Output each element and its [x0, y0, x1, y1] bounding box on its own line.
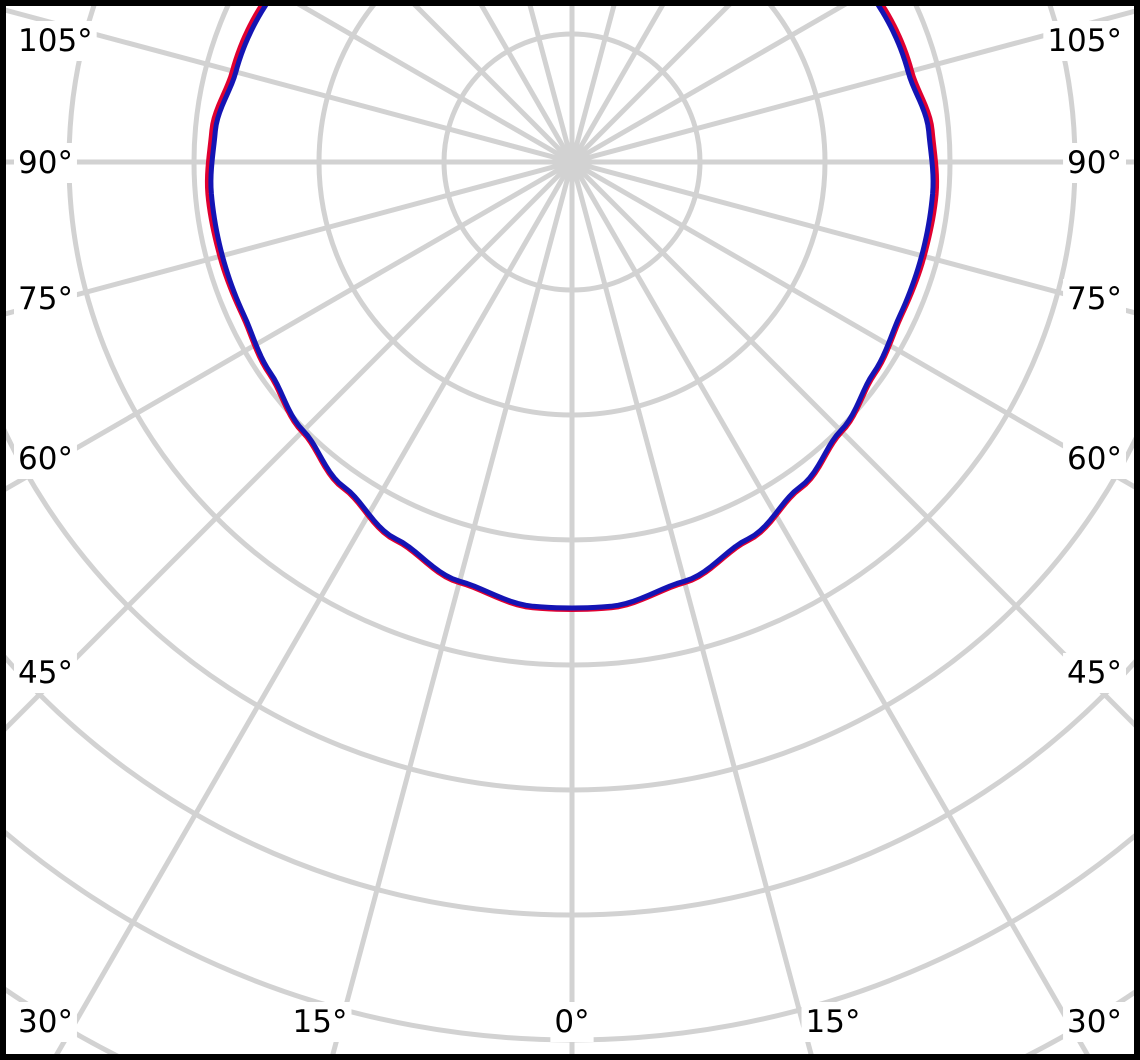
axis-label-left-90: 90°	[18, 145, 73, 181]
axis-label-left-105: 105°	[18, 23, 93, 59]
axis-label-right-60: 60°	[1067, 441, 1122, 477]
grid-spoke	[570, 159, 1134, 490]
label-halo	[1063, 279, 1126, 319]
label-halo	[14, 439, 77, 479]
polar-series-layer	[204, 0, 940, 612]
label-halo	[1043, 21, 1126, 61]
label-halo	[1063, 1002, 1126, 1042]
series-curve-c90-c270	[208, 0, 936, 611]
grid-spoke	[571, 8, 1134, 165]
grid-spoke	[569, 160, 1090, 1054]
grid-spoke	[6, 159, 573, 317]
grid-spoke	[570, 6, 848, 165]
label-halo	[1063, 143, 1126, 183]
grid-spoke	[54, 160, 575, 1054]
label-halo	[14, 143, 77, 183]
axis-label-bottom-3: 15°	[806, 1004, 861, 1040]
axis-label-bottom-2: 0°	[554, 1004, 589, 1040]
grid-spoke	[569, 161, 814, 1054]
axis-label-layer: 105° 90° 75° 60° 45° 105° 90° 75° 60° 45° 30° 15° 0°…	[14, 21, 1126, 1042]
label-halo	[1063, 653, 1126, 693]
label-halo	[1063, 439, 1126, 479]
axis-label-bottom-0: 30°	[18, 1004, 73, 1040]
axis-label-right-45: 45°	[1067, 655, 1122, 691]
grid-spoke	[296, 6, 574, 165]
axis-label-left-60: 60°	[18, 441, 73, 477]
grid-spoke	[6, 159, 574, 492]
grid-spoke	[6, 160, 574, 732]
label-halo	[14, 279, 77, 319]
label-halo	[14, 1002, 77, 1042]
axis-label-right-90: 90°	[1067, 145, 1122, 181]
axis-label-bottom-1: 15°	[293, 1004, 348, 1040]
label-halo	[550, 1002, 594, 1042]
label-halo	[801, 1002, 865, 1042]
axis-label-right-75: 75°	[1067, 281, 1122, 317]
axis-label-bottom-4: 30°	[1067, 1004, 1122, 1040]
grid-spoke	[6, 7, 573, 165]
grid-spoke	[330, 161, 575, 1054]
label-halo	[288, 1002, 352, 1042]
label-halo	[14, 653, 77, 693]
grid-spoke	[570, 160, 1134, 728]
label-halo	[14, 21, 97, 61]
axis-label-right-105: 105°	[1047, 23, 1122, 59]
axis-label-left-75: 75°	[18, 281, 73, 317]
grid-spoke	[571, 159, 1134, 316]
axis-label-left-45: 45°	[18, 655, 73, 691]
